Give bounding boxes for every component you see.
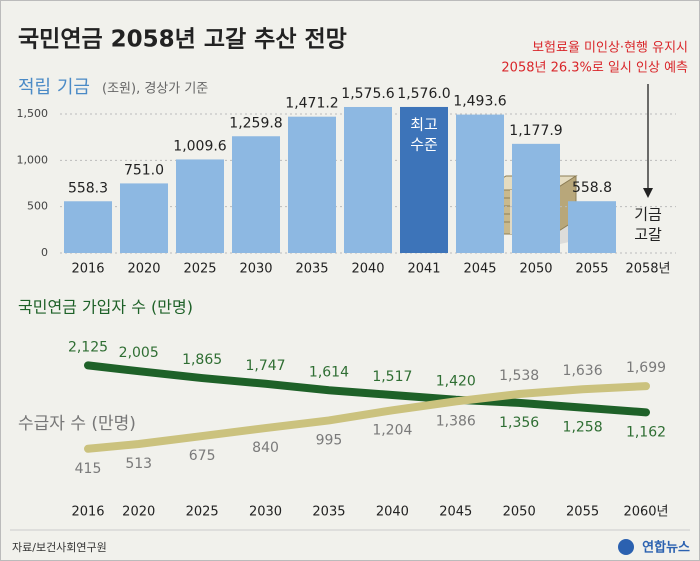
end-note: 고갈 (634, 226, 662, 244)
x-tick-label: 2050 (503, 505, 536, 520)
x-tick-label: 2055 (566, 505, 599, 520)
value-label: 840 (252, 440, 279, 456)
unit: (조원), 경상가 기준 (102, 82, 208, 97)
series-line (84, 361, 650, 417)
value-label: 1,636 (563, 363, 603, 379)
value-label: 1,259.8 (229, 115, 282, 131)
value-label: 558.3 (68, 180, 108, 196)
value-label: 1,009.6 (173, 138, 227, 154)
x-tick-label: 2020 (122, 505, 155, 520)
x-tick-label: 2040 (376, 505, 409, 520)
highlight-label: 수준 (410, 135, 438, 153)
bar (232, 136, 280, 253)
arrow-head (643, 188, 653, 198)
value-label: 1,747 (245, 358, 285, 374)
note: 2058년 26.3%로 일시 인상 예측 (501, 61, 688, 76)
value-label: 1,204 (372, 422, 412, 438)
value-label: 1,177.9 (509, 123, 562, 139)
x-tick-label: 2035 (295, 262, 328, 277)
bar (64, 201, 112, 253)
y-tick-label: 1,500 (17, 107, 49, 120)
value-label: 995 (316, 432, 343, 448)
value-label: 1,162 (626, 424, 666, 440)
value-label: 1,575.6 (341, 86, 395, 102)
series-line (84, 382, 650, 453)
value-label: 558.8 (572, 180, 612, 196)
value-label: 1,386 (436, 413, 476, 429)
x-tick-label: 2058년 (625, 262, 670, 277)
x-tick-label: 2050 (519, 262, 552, 277)
x-tick-label: 2045 (463, 262, 496, 277)
bar (400, 106, 448, 253)
x-tick-label: 2025 (183, 262, 216, 277)
bar (568, 201, 616, 253)
bar (512, 143, 560, 253)
x-tick-label: 2016 (71, 505, 104, 520)
value-label: 1,420 (436, 374, 476, 390)
logo-icon (618, 539, 634, 555)
x-tick-label: 2030 (239, 262, 272, 277)
value-label: 1,699 (626, 360, 666, 376)
x-tick-label: 2025 (186, 505, 219, 520)
bar (456, 114, 504, 253)
x-tick-label: 2055 (575, 262, 608, 277)
value-label: 1,576.0 (397, 86, 450, 102)
x-tick-label: 2045 (439, 505, 472, 520)
value-label: 1,538 (499, 368, 539, 384)
y-tick-label: 500 (27, 200, 48, 213)
x-tick-label: 2040 (351, 262, 384, 277)
bar (120, 183, 168, 253)
note: 보험료율 미인상·현행 유지시 (532, 40, 688, 56)
x-tick-label: 2060년 (623, 505, 668, 520)
value-label: 1,517 (372, 369, 412, 385)
value-label: 2,125 (68, 339, 108, 355)
value-label: 1,614 (309, 364, 349, 380)
legend-label: 국민연금 가입자 수 (만명) (18, 298, 193, 317)
bar (288, 116, 336, 254)
value-label: 513 (125, 456, 152, 472)
value-label: 1,493.6 (453, 94, 507, 110)
bar (344, 106, 392, 253)
highlight-label: 최고 (410, 115, 438, 133)
value-label: 2,005 (119, 345, 159, 361)
value-label: 675 (189, 448, 216, 464)
x-tick-label: 2016 (71, 262, 104, 277)
source: 자료/보건사회연구원 (12, 541, 107, 554)
y-tick-label: 1,000 (17, 153, 49, 166)
logo: 연합뉴스 (642, 540, 690, 556)
value-label: 1,471.2 (285, 96, 338, 112)
subtitle: 적립 기금 (18, 77, 90, 98)
value-label: 1,356 (499, 415, 539, 431)
value-label: 1,258 (563, 420, 603, 436)
x-tick-label: 2041 (407, 262, 440, 277)
x-tick-label: 2020 (127, 262, 160, 277)
value-label: 415 (75, 461, 102, 477)
value-label: 751.0 (124, 162, 164, 178)
legend-label: 수급자 수 (만명) (18, 414, 136, 434)
end-note: 기금 (634, 206, 662, 224)
value-label: 1,865 (182, 352, 222, 368)
y-tick-label: 0 (41, 246, 48, 259)
bar (176, 159, 224, 253)
x-tick-label: 2030 (249, 505, 282, 520)
x-tick-label: 2035 (312, 505, 345, 520)
title: 국민연금 2058년 고갈 추산 전망 (18, 27, 347, 53)
